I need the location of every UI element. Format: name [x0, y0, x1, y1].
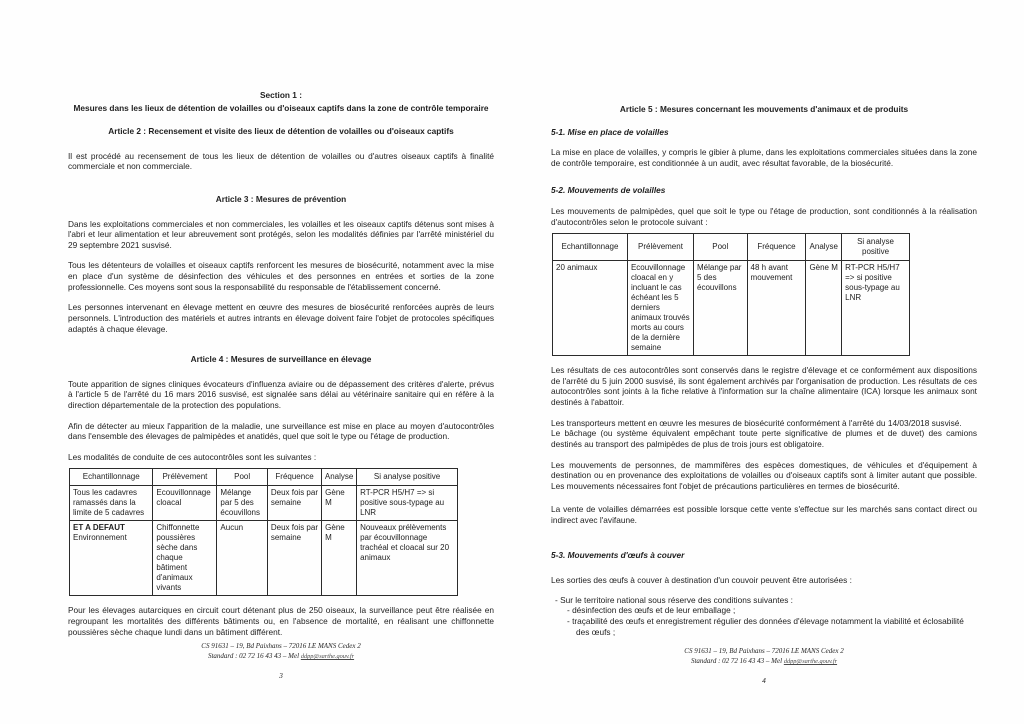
page-4: Article 5 : Mesures concernant les mouve… — [551, 104, 977, 637]
table-cell: Gène M — [321, 485, 358, 522]
footer-standard: Standard : 02 72 16 43 43 – Mel — [690, 657, 784, 666]
table-cell-bold-part: ET A DEFAUT — [73, 523, 125, 533]
table-row: 20 animaux Ecouvillonnage cloacal en y i… — [552, 260, 910, 357]
col-header-si-analyse-positive: Si analyse positive — [841, 233, 910, 262]
article-5-heading: Article 5 : Mesures concernant les mouve… — [619, 104, 909, 114]
table-cell: 20 animaux — [552, 260, 628, 357]
table-cell-rest-part: Environnement — [73, 533, 127, 543]
table-cell: Deux fois par semaine — [266, 520, 323, 597]
footer-standard: Standard : 02 72 16 43 43 – Mel — [207, 652, 301, 661]
autocontroles-table-mouvements: Echantillonnage Prélèvement Pool Fréquen… — [552, 233, 910, 357]
footer-email-link: ddpp@sarthe.gouv.fr — [300, 653, 355, 661]
table-row: ET A DEFAUT Environnement Chiffonnette p… — [68, 520, 458, 597]
page-4-footer: CS 91631 – 19, Bd Paixhans – 72016 LE MA… — [551, 646, 977, 687]
footer-email-link: ddpp@sarthe.gouv.fr — [783, 658, 838, 666]
autocontroles-table-surveillance: Echantillonnage Prélèvement Pool Fréquen… — [68, 468, 458, 597]
table-cell: RT-PCR H5/H7 => si positive sous-typage … — [841, 260, 910, 357]
table-cell: Nouveaux prélèvements par écouvillonnage… — [356, 520, 458, 597]
section-1-title: Mesures dans les lieux de détention de v… — [73, 102, 489, 113]
list-item: - Sur le territoire national sous réserv… — [555, 594, 793, 605]
col-header-analyse: Analyse — [805, 233, 843, 262]
article-4-closing-paragraph: Pour les élevages autarciques en circuit… — [68, 605, 494, 637]
table-cell: Mélange par 5 des écouvillons — [216, 485, 268, 522]
col-header-prelevement: Prélèvement — [626, 233, 695, 262]
table-cell: Mélange par 5 des écouvillons — [693, 260, 748, 357]
table-cell: ET A DEFAUT Environnement — [68, 520, 154, 597]
table-cell: Aucun — [216, 520, 268, 597]
col-header-pool: Pool — [693, 233, 748, 262]
col-header-pool: Pool — [216, 468, 268, 487]
section-1-label: Section 1 : — [260, 90, 302, 100]
page-3-footer: CS 91631 – 19, Bd Paixhans – 72016 LE MA… — [68, 641, 494, 682]
article-4-paragraph-1: Toute apparition de signes cliniques évo… — [68, 378, 494, 410]
table-row: Tous les cadavres ramassés dans la limit… — [68, 485, 458, 522]
table-cell: RT-PCR H5/H7 => si positive sous-typage … — [356, 485, 458, 522]
section-5-2-paragraph-results: Les résultats de ces autocontrôles sont … — [551, 365, 977, 408]
col-header-si-analyse-positive: Si analyse positive — [356, 468, 458, 487]
section-5-1-heading: 5-1. Mise en place de volailles — [551, 126, 669, 137]
table-cell: Deux fois par semaine — [266, 485, 323, 522]
section-5-3-intro: Les sorties des œufs à couver à destinat… — [551, 575, 852, 586]
list-item: - traçabilité des œufs et enregistrement… — [567, 616, 964, 637]
article-4-heading: Article 4 : Mesures de surveillance en é… — [190, 354, 372, 365]
col-header-frequence: Fréquence — [746, 233, 807, 262]
col-header-frequence: Fréquence — [266, 468, 323, 487]
section-5-2-paragraph-transporteurs: Les transporteurs mettent en œuvre les m… — [551, 417, 962, 428]
page-number: 4 — [762, 676, 766, 686]
section-5-1-paragraph: La mise en place de volailles, y compris… — [551, 147, 977, 168]
page-3: Section 1 : Mesures dans les lieux de dé… — [68, 90, 494, 637]
table-cell: Ecouvillonnage cloacal — [152, 485, 218, 522]
section-5-2-paragraph-bachage: Le bâchage (ou système équivalent empêch… — [551, 428, 977, 449]
table-cell: Ecouvillonnage cloacal en y incluant le … — [626, 260, 695, 357]
article-4-paragraph-3: Les modalités de conduite de ces autocon… — [68, 451, 317, 462]
article-2-heading: Article 2 : Recensement et visite des li… — [108, 126, 454, 137]
table-cell: Chiffonnette poussières sèche dans chaqu… — [152, 520, 218, 597]
footer-contact-line: Standard : 02 72 16 43 43 – Mel ddpp@sar… — [68, 651, 494, 661]
table-cell: Gène M — [805, 260, 843, 357]
oeufs-conditions-list: - Sur le territoire national sous réserv… — [551, 595, 977, 637]
section-5-2-heading: 5-2. Mouvements de volailles — [551, 185, 666, 196]
footer-address: CS 91631 – 19, Bd Paixhans – 72016 LE MA… — [201, 642, 361, 650]
col-header-echantillonnage: Echantillonnage — [68, 468, 154, 487]
list-item: - désinfection des œufs et de leur embal… — [567, 605, 736, 616]
table-cell: Tous les cadavres ramassés dans la limit… — [68, 485, 154, 522]
section-5-2-paragraph-vente: La vente de volailles démarrées est poss… — [551, 504, 977, 525]
article-3-paragraph-3: Les personnes intervenant en élevage met… — [68, 302, 494, 334]
article-2-paragraph: Il est procédé au recensement de tous le… — [68, 150, 494, 172]
article-3-heading: Article 3 : Mesures de prévention — [215, 194, 347, 205]
col-header-prelevement: Prélèvement — [152, 468, 218, 487]
table-header-row: Echantillonnage Prélèvement Pool Fréquen… — [68, 468, 458, 487]
article-4-paragraph-2: Afin de détecter au mieux l'apparition d… — [68, 420, 494, 442]
footer-address: CS 91631 – 19, Bd Paixhans – 72016 LE MA… — [684, 647, 844, 655]
article-3-paragraph-2: Tous les détenteurs de volailles et oise… — [68, 260, 494, 292]
table-cell: 48 h avant mouvement — [746, 260, 807, 357]
col-header-echantillonnage: Echantillonnage — [552, 233, 628, 262]
table-cell: Gène M — [321, 520, 358, 597]
footer-contact-line: Standard : 02 72 16 43 43 – Mel ddpp@sar… — [551, 656, 977, 666]
section-5-2-paragraph-mouvements-personnes: Les mouvements de personnes, de mammifèr… — [551, 459, 977, 491]
article-3-paragraph-1: Dans les exploitations commerciales et n… — [68, 218, 494, 250]
section-5-2-intro: Les mouvements de palmipèdes, quel que s… — [551, 206, 977, 227]
table-header-row: Echantillonnage Prélèvement Pool Fréquen… — [552, 233, 910, 262]
col-header-analyse: Analyse — [321, 468, 358, 487]
section-5-3-heading: 5-3. Mouvements d'œufs à couver — [551, 549, 685, 560]
page-number: 3 — [279, 671, 283, 681]
